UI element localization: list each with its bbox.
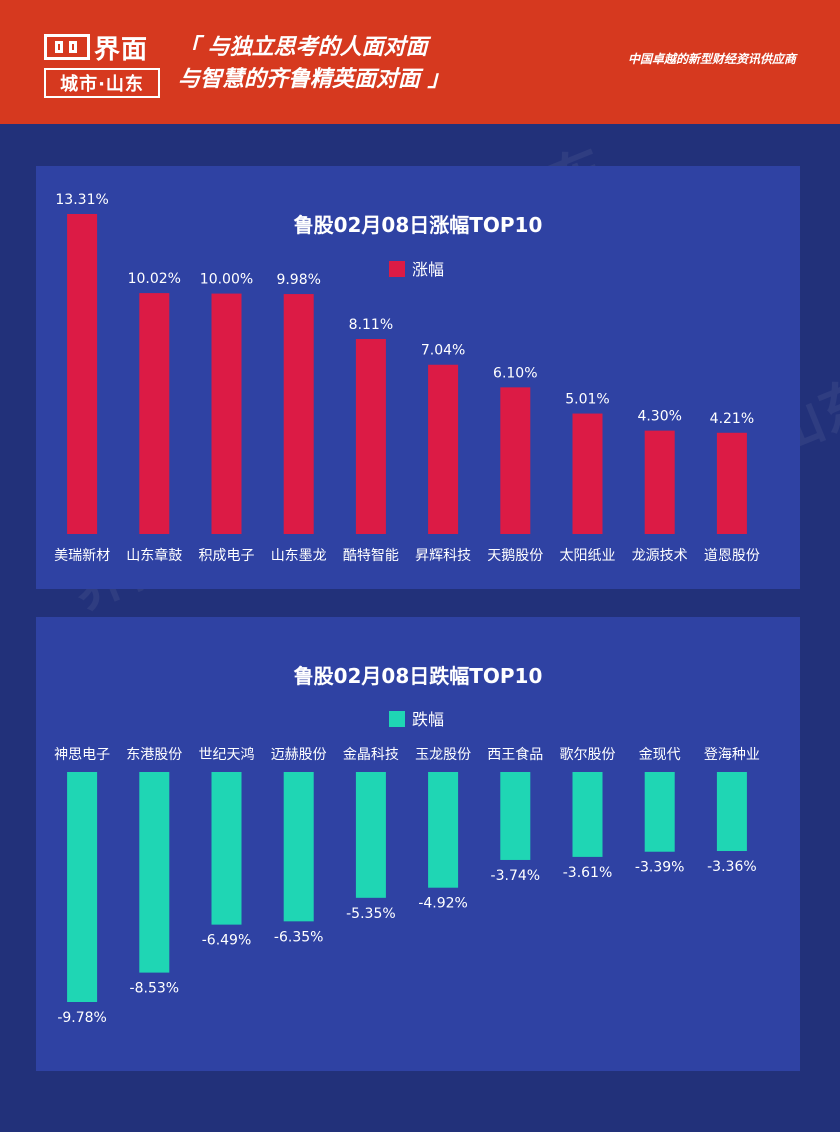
data-label: -8.53% — [130, 981, 180, 997]
losers-chart-panel: 鲁股02月08日跌幅TOP10 跌幅 -9.78% 神思电子 -8.53% 东港股份 -6.… — [36, 617, 800, 1071]
bar — [428, 364, 459, 534]
logo-subtitle: 城市·山东 — [44, 68, 160, 98]
data-label: 13.31% — [55, 192, 108, 208]
data-label: 4.30% — [637, 409, 681, 425]
category-label: 西王食品 — [487, 746, 543, 763]
chart-title: 鲁股02月08日涨幅TOP10 — [294, 213, 543, 237]
bar — [283, 294, 314, 534]
bar — [500, 387, 531, 534]
gainers-chart-panel: 鲁股02月08日涨幅TOP10 涨幅 13.31% 美瑞新材 10.02% 山东章鼓 10.… — [36, 166, 800, 589]
category-label: 积成电子 — [199, 548, 255, 564]
data-label: 5.01% — [565, 392, 609, 408]
bar — [716, 772, 747, 852]
data-label: -5.35% — [346, 906, 396, 922]
bar — [644, 430, 675, 534]
data-label: 10.00% — [200, 272, 253, 288]
bar — [211, 772, 242, 925]
bar — [211, 293, 242, 534]
data-label: -3.36% — [707, 859, 757, 875]
data-label: -6.49% — [202, 933, 252, 949]
category-label: 登海种业 — [704, 747, 760, 763]
category-label: 太阳纸业 — [560, 548, 616, 564]
category-label: 酷特智能 — [343, 548, 399, 564]
bar — [428, 772, 459, 888]
legend-swatch — [389, 261, 405, 277]
bar — [644, 772, 675, 852]
tagline: 中国卓越的新型财经资讯供应商 — [627, 52, 796, 66]
category-label: 迈赫股份 — [271, 747, 327, 763]
bar — [139, 772, 170, 973]
data-label: -6.35% — [274, 929, 324, 945]
category-label: 山东墨龙 — [271, 548, 327, 564]
legend-swatch — [389, 711, 405, 727]
bar — [355, 339, 386, 534]
data-label: 10.02% — [128, 271, 181, 287]
data-label: 6.10% — [493, 365, 537, 381]
legend-label: 涨幅 — [412, 260, 444, 279]
data-label: -3.74% — [491, 868, 541, 884]
logo-name: 界面 — [94, 34, 149, 65]
logo-icon — [44, 34, 90, 60]
category-label: 东港股份 — [126, 747, 182, 763]
data-label: -3.39% — [635, 860, 685, 876]
data-label: -9.78% — [57, 1010, 107, 1026]
category-label: 天鹅股份 — [487, 547, 543, 564]
brand-logo: 界面 城市·山东 — [44, 30, 162, 100]
category-label: 龙源技术 — [632, 548, 688, 564]
slogan-line-1: 「 与独立思考的人面对面 — [178, 35, 428, 60]
data-label: 9.98% — [276, 272, 320, 288]
bar — [500, 772, 531, 860]
category-label: 世纪天鸿 — [199, 746, 255, 763]
slogan-line-2: 与智慧的齐鲁精英面对面 」 — [178, 67, 450, 92]
bar — [283, 772, 314, 922]
data-label: 4.21% — [710, 411, 754, 427]
slogan: 「 与独立思考的人面对面 与智慧的齐鲁精英面对面 」 — [178, 32, 450, 96]
data-label: 7.04% — [421, 343, 465, 359]
data-label: 8.11% — [349, 317, 393, 333]
data-label: -4.92% — [418, 896, 468, 912]
bar — [572, 413, 603, 534]
category-label: 美瑞新材 — [54, 548, 110, 564]
losers-chart: 鲁股02月08日跌幅TOP10 跌幅 -9.78% 神思电子 -8.53% 东港股份 -6.… — [54, 664, 760, 1026]
category-label: 金现代 — [639, 747, 681, 763]
header-banner: 界面 城市·山东 「 与独立思考的人面对面 与智慧的齐鲁精英面对面 」 中国卓越… — [0, 0, 840, 124]
chart-title: 鲁股02月08日跌幅TOP10 — [294, 664, 543, 688]
category-label: 玉龙股份 — [415, 747, 471, 763]
category-label: 昇辉科技 — [415, 548, 471, 564]
category-label: 道恩股份 — [704, 548, 760, 564]
data-label: -3.61% — [563, 865, 613, 881]
bar — [716, 432, 747, 534]
gainers-chart: 鲁股02月08日涨幅TOP10 涨幅 13.31% 美瑞新材 10.02% 山东章鼓 10.… — [54, 192, 760, 564]
bar — [67, 772, 98, 1002]
category-label: 山东章鼓 — [126, 547, 182, 564]
category-label: 歌尔股份 — [560, 747, 616, 763]
bar — [67, 214, 98, 534]
bar — [139, 293, 170, 534]
bar — [572, 772, 603, 857]
category-label: 神思电子 — [54, 747, 110, 763]
bar — [355, 772, 386, 898]
category-label: 金晶科技 — [343, 747, 399, 763]
legend-label: 跌幅 — [412, 710, 444, 729]
